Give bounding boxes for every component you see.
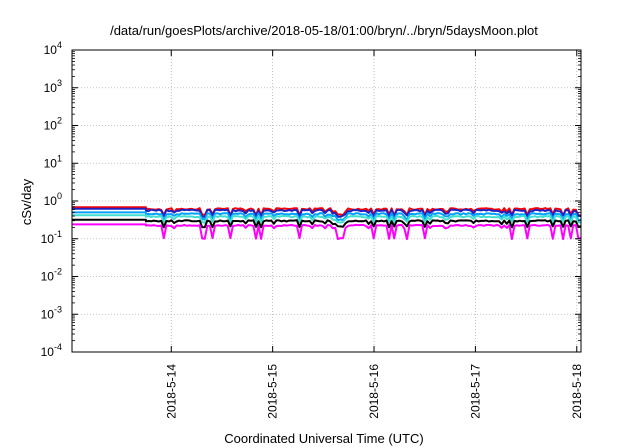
y-tick-label: 10-2 [41, 267, 62, 284]
y-tick-label: 102 [44, 116, 62, 133]
grid [72, 49, 581, 353]
x-tick-label: 2018-5-14 [164, 364, 178, 419]
series-line-5 [72, 223, 582, 241]
y-tick-label: 100 [44, 191, 62, 208]
y-tick-label: 103 [44, 78, 62, 95]
plot-series [72, 206, 582, 241]
chart-title: /data/run/goesPlots/archive/2018-05-18/0… [110, 23, 538, 38]
y-tick-label: 10-4 [41, 342, 62, 359]
y-axis-title: cSv/day [19, 178, 34, 225]
x-tick-label: 2018-5-17 [468, 364, 482, 419]
x-tick-label: 2018-5-15 [266, 364, 280, 419]
series-line-1 [72, 207, 582, 219]
axis-ticks: 104 103 102 101 100 10-1 10-2 10-3 10-4 2018-5-14… [41, 40, 584, 419]
series-line-3 [72, 214, 582, 225]
y-tick-label: 10-1 [41, 229, 62, 246]
y-tick-label: 10-3 [41, 304, 62, 321]
y-tick-label: 104 [44, 40, 62, 57]
y-tick-label: 101 [44, 153, 62, 170]
series-line-4 [72, 218, 582, 229]
x-axis-title: Coordinated Universal Time (UTC) [224, 431, 423, 446]
x-tick-label: 2018-5-16 [367, 364, 381, 419]
x-tick-label: 2018-5-18 [570, 364, 584, 419]
